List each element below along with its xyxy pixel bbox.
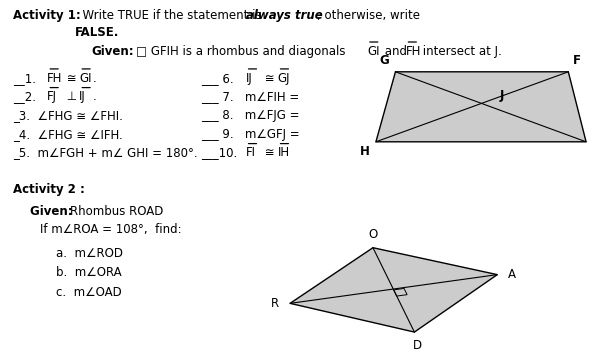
Text: FI: FI: [246, 146, 256, 159]
Text: _5.  m∠FGH + m∠ GHI = 180°.: _5. m∠FGH + m∠ GHI = 180°.: [13, 146, 198, 159]
Text: ___10.: ___10.: [201, 146, 242, 159]
Text: D: D: [413, 339, 422, 351]
Text: intersect at J.: intersect at J.: [419, 45, 502, 58]
Text: IJ: IJ: [246, 72, 252, 85]
Text: G: G: [380, 55, 390, 67]
Text: __2.: __2.: [13, 90, 40, 103]
Text: Activity 1:: Activity 1:: [13, 9, 81, 22]
Text: A: A: [508, 268, 516, 281]
Text: IH: IH: [278, 146, 289, 159]
Text: __1.: __1.: [13, 72, 40, 85]
Text: always true: always true: [246, 9, 323, 22]
Text: Given:: Given:: [92, 45, 134, 58]
Text: a.  m∠ROD: a. m∠ROD: [56, 247, 123, 260]
Polygon shape: [376, 72, 586, 142]
Text: I: I: [591, 145, 592, 158]
Text: ___ 6.: ___ 6.: [201, 72, 237, 85]
Text: GI: GI: [367, 45, 379, 58]
Text: , otherwise, write: , otherwise, write: [317, 9, 420, 22]
Text: and: and: [381, 45, 410, 58]
Text: c.  m∠OAD: c. m∠OAD: [56, 286, 122, 299]
Text: O: O: [368, 228, 378, 241]
Text: Rhombus ROAD: Rhombus ROAD: [70, 205, 163, 218]
Text: ≅: ≅: [63, 72, 80, 85]
Text: Given:: Given:: [30, 205, 76, 218]
Text: b.  m∠ORA: b. m∠ORA: [56, 266, 122, 279]
Text: J: J: [500, 89, 504, 103]
Text: ___ 7.   m∠FIH =: ___ 7. m∠FIH =: [201, 90, 300, 103]
Text: ≅: ≅: [261, 72, 278, 85]
Text: GI: GI: [79, 72, 92, 85]
Polygon shape: [290, 248, 497, 332]
Text: .: .: [93, 90, 96, 103]
Text: _3.  ∠FHG ≅ ∠FHI.: _3. ∠FHG ≅ ∠FHI.: [13, 109, 123, 122]
Text: FH: FH: [47, 72, 63, 85]
Text: H: H: [360, 145, 370, 158]
Text: If m∠ROA = 108°,  find:: If m∠ROA = 108°, find:: [40, 223, 182, 236]
Text: FJ: FJ: [47, 90, 57, 103]
Text: _4.  ∠FHG ≅ ∠IFH.: _4. ∠FHG ≅ ∠IFH.: [13, 128, 123, 141]
Text: F: F: [573, 55, 581, 67]
Text: GJ: GJ: [278, 72, 290, 85]
Text: .: .: [93, 72, 96, 85]
Text: Activity 2 :: Activity 2 :: [13, 183, 85, 196]
Text: Write TRUE if the statement is: Write TRUE if the statement is: [75, 9, 266, 22]
Text: □ GFIH is a rhombus and diagonals: □ GFIH is a rhombus and diagonals: [136, 45, 349, 58]
Text: FH: FH: [406, 45, 421, 58]
Text: ≅: ≅: [261, 146, 278, 159]
Text: ⊥: ⊥: [63, 90, 81, 103]
Text: ___ 8.   m∠FJG =: ___ 8. m∠FJG =: [201, 109, 300, 122]
Text: IJ: IJ: [79, 90, 86, 103]
Text: ___ 9.   m∠GFJ =: ___ 9. m∠GFJ =: [201, 128, 300, 141]
Text: R: R: [271, 297, 279, 310]
Text: FALSE.: FALSE.: [75, 26, 120, 39]
